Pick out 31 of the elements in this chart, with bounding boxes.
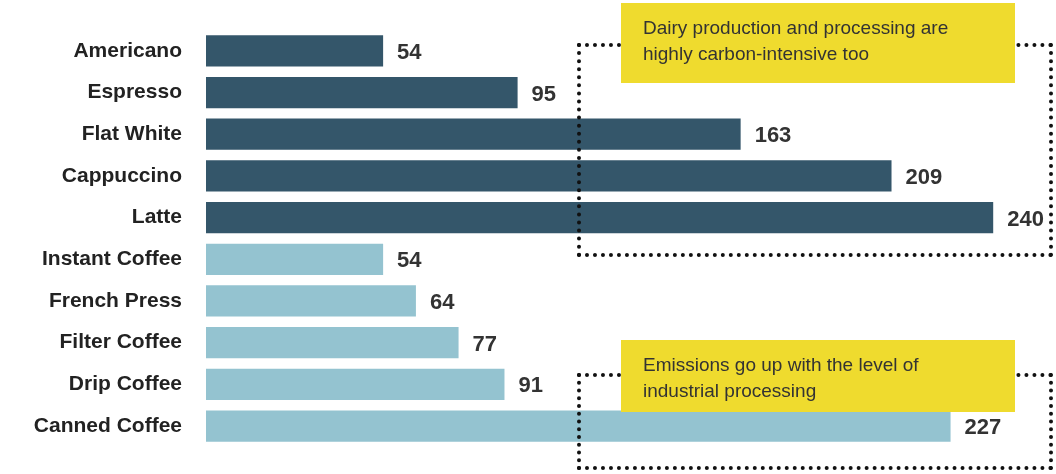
y-tick-label: Latte: [131, 204, 182, 228]
data-label: 209: [905, 163, 943, 189]
data-label: 77: [472, 330, 498, 356]
y-tick-label: Instant Coffee: [41, 246, 182, 270]
bar: [206, 243, 384, 275]
bar: [206, 160, 892, 192]
data-label: 240: [1007, 205, 1044, 231]
data-label: 54: [397, 38, 423, 64]
y-tick-label: Filter Coffee: [59, 329, 182, 353]
data-label: 95: [531, 80, 557, 106]
y-tick-label: Drip Coffee: [68, 371, 182, 395]
bar: [206, 201, 994, 234]
bar: [206, 35, 384, 67]
bar: [206, 118, 741, 150]
data-label: 163: [754, 122, 792, 148]
y-tick-label: Espresso: [87, 79, 182, 103]
y-tick-label: Cappuccino: [61, 162, 182, 186]
y-tick-label: Canned Coffee: [33, 412, 182, 436]
y-tick-label: Americano: [73, 37, 182, 61]
callout-box: Emissions go up with the level of industrial processing: [621, 340, 1015, 412]
bar: [206, 327, 459, 359]
bar: [206, 285, 416, 317]
y-tick-label: French Press: [48, 287, 182, 311]
bar: [206, 76, 518, 109]
data-label: 64: [429, 289, 456, 315]
data-label: 227: [964, 414, 1002, 440]
callout-box: Dairy production and processing are highly carbon-intensive too: [621, 3, 1015, 83]
data-label: 54: [397, 247, 423, 273]
bar: [206, 368, 505, 400]
y-tick-label: Flat White: [81, 121, 182, 145]
data-label: 91: [518, 372, 543, 398]
